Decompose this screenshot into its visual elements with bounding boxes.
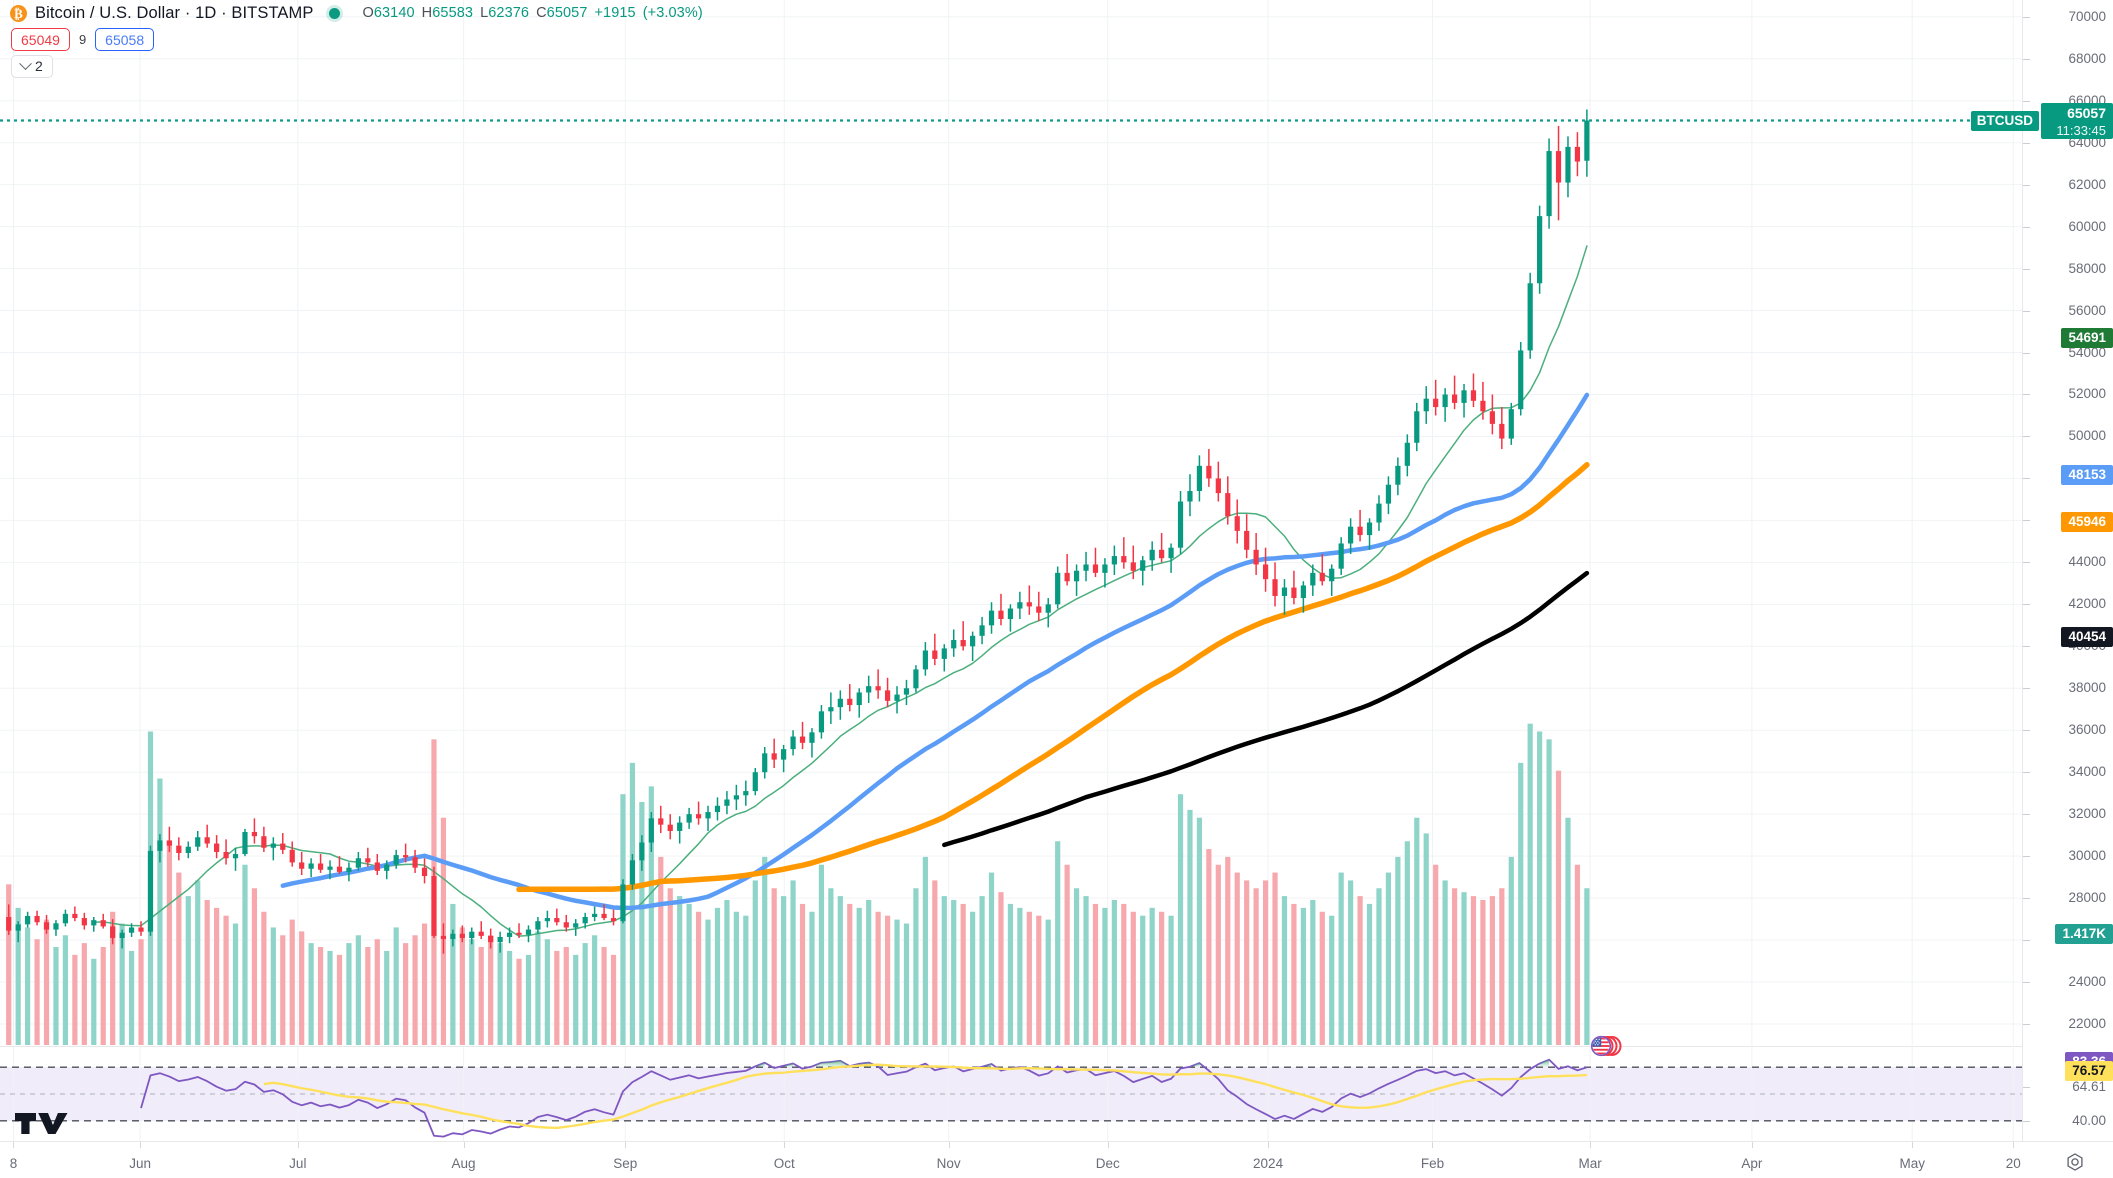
legend-quote-row: 65049 9 65058 <box>0 26 1960 53</box>
time-axis-tick <box>1751 1142 1753 1148</box>
price-axis-tick: 52000 <box>2023 386 2113 402</box>
buy-price-button[interactable]: 65058 <box>95 28 155 51</box>
time-axis-tick <box>948 1142 950 1148</box>
price-axis-tick: 58000 <box>2023 261 2113 277</box>
time-axis-tick <box>784 1142 786 1148</box>
price-axis-tick: 32000 <box>2023 806 2113 822</box>
symbol-price-tag[interactable]: BTCUSD <box>1970 110 2039 131</box>
last-price-countdown: 11:33:45 <box>2056 122 2106 138</box>
time-axis-label: Mar <box>1578 1156 1602 1171</box>
time-axis-tick <box>463 1142 465 1148</box>
ma-orange-tag[interactable]: 45946 <box>2061 511 2113 532</box>
price-axis-tick: 44000 <box>2023 554 2113 570</box>
collapsed-studies-count: 2 <box>35 58 43 74</box>
price-axis-tick: 70000 <box>2023 9 2113 25</box>
time-axis-label: Sep <box>613 1156 638 1171</box>
price-axis-tick: 60000 <box>2023 219 2113 235</box>
price-axis-tick: 36000 <box>2023 722 2113 738</box>
time-axis-label: Feb <box>1420 1156 1445 1171</box>
time-axis-label: 2024 <box>1253 1156 1284 1171</box>
price-axis-tick: 22000 <box>2023 1016 2113 1032</box>
time-axis-tick <box>297 1142 299 1148</box>
time-axis-tick <box>625 1142 627 1148</box>
price-axis-tick: 68000 <box>2023 51 2113 67</box>
indicator-level-label: 64.61 <box>2023 1079 2113 1095</box>
price-axis-tick: 54000 <box>2023 345 2113 361</box>
time-axis-label: Oct <box>773 1156 795 1171</box>
tradingview-logo <box>15 1113 68 1134</box>
rsi-ma-tag[interactable]: 76.57 <box>2065 1061 2113 1081</box>
spread-value: 9 <box>78 32 87 47</box>
time-axis-tick <box>1590 1142 1592 1148</box>
time-axis-label: Jul <box>289 1156 307 1171</box>
time-axis-tick <box>1107 1142 1109 1148</box>
ma-green-tag[interactable]: 54691 <box>2061 328 2113 349</box>
price-axis-tick: 30000 <box>2023 848 2113 864</box>
indicator-level-label: 40.00 <box>2023 1113 2113 1129</box>
price-axis-tick: 28000 <box>2023 890 2113 906</box>
time-axis-label: Nov <box>936 1156 961 1171</box>
ma-blue-tag[interactable]: 48153 <box>2061 465 2113 486</box>
time-axis-label: Apr <box>1741 1156 1763 1171</box>
time-axis-label: Dec <box>1095 1156 1120 1171</box>
time-axis[interactable]: 8 Jun Jul Aug Sep Oct Nov Dec 2024 Feb Mar Apr May 20 <box>0 1141 2113 1178</box>
last-price-tag[interactable]: 65057 11:33:45 <box>2041 102 2113 139</box>
legend-studies-row: 2 <box>0 53 1960 79</box>
time-axis-tick <box>13 1142 15 1148</box>
volume-tag[interactable]: 1.417K <box>2055 923 2113 944</box>
price-axis-tick: 24000 <box>2023 974 2113 990</box>
time-axis-tick <box>1432 1142 1434 1148</box>
sell-price-button[interactable]: 65049 <box>11 28 70 51</box>
price-axis-tick: 34000 <box>2023 764 2113 780</box>
main-chart-pane[interactable] <box>0 0 2022 1045</box>
price-axis-tick: 62000 <box>2023 177 2113 193</box>
time-axis-tick <box>2013 1142 2015 1148</box>
time-axis-label: Jun <box>129 1156 152 1171</box>
time-axis-tick <box>140 1142 142 1148</box>
ma-black-tag[interactable]: 40454 <box>2061 626 2113 647</box>
last-price-value: 65057 <box>2067 104 2106 121</box>
price-axis-tick: 50000 <box>2023 428 2113 444</box>
time-axis-label: May <box>1899 1156 1925 1171</box>
chevron-down-icon <box>19 56 32 70</box>
price-axis-tick: 56000 <box>2023 303 2113 319</box>
time-axis-label: Aug <box>451 1156 476 1171</box>
time-axis-label: 20 <box>2005 1156 2021 1171</box>
price-axis[interactable]: 70000 68000 66000 64000 62000 60000 58000 56000… <box>1970 0 2113 1141</box>
time-axis-tick <box>1268 1142 1270 1148</box>
rsi-indicator-pane[interactable] <box>0 1046 2022 1141</box>
price-axis-tick: 42000 <box>2023 596 2113 612</box>
price-axis-tick: 38000 <box>2023 680 2113 696</box>
session-clock-icon[interactable] <box>2065 1152 2085 1172</box>
time-axis-label: 8 <box>9 1156 18 1171</box>
us-flag-event-marker[interactable] <box>1588 1032 1630 1065</box>
time-axis-tick <box>1912 1142 1914 1148</box>
collapsed-studies-button[interactable]: 2 <box>11 54 53 78</box>
